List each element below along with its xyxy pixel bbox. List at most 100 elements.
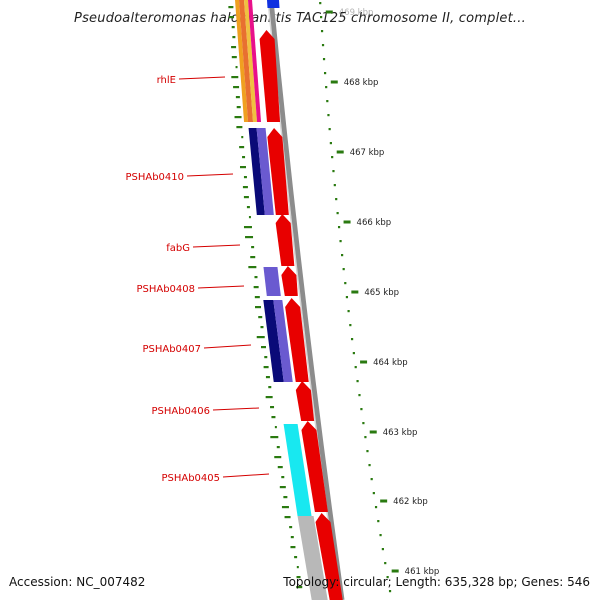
- gene-label[interactable]: PSHAb0407: [142, 344, 201, 355]
- reverse-cds-band[interactable]: [248, 128, 265, 215]
- gene-label[interactable]: PSHAb0406: [151, 406, 210, 417]
- gc-dash: [290, 536, 294, 539]
- gene-label[interactable]: PSHAb0405: [161, 473, 220, 484]
- gene-leader-line: [222, 473, 270, 478]
- gene-leader-line: [203, 344, 252, 349]
- reverse-cds-band[interactable]: [244, 0, 258, 122]
- forward-cds-arrow[interactable]: [267, 128, 289, 215]
- backbone-line: [268, 0, 345, 600]
- gc-dash: [251, 246, 255, 249]
- scale-minor-dot: [362, 422, 365, 425]
- kbp-tick-label: 463 kbp: [383, 428, 418, 438]
- scale-minor-dot: [320, 30, 324, 33]
- gene-label[interactable]: PSHAb0408: [136, 284, 195, 295]
- reverse-cds-band[interactable]: [263, 300, 284, 382]
- reverse-cds-band[interactable]: [239, 0, 254, 122]
- gc-dash: [274, 426, 277, 429]
- scale-minor-dot: [377, 520, 380, 523]
- gc-dash: [253, 286, 259, 289]
- scale-minor-dot: [372, 492, 375, 495]
- reverse-cds-band[interactable]: [273, 300, 293, 382]
- gc-dash: [231, 76, 239, 79]
- scale-minor-dot: [328, 128, 331, 131]
- forward-cds-arrow[interactable]: [315, 513, 343, 600]
- gc-dash: [290, 546, 296, 549]
- gc-dash: [236, 106, 241, 109]
- forward-cds-arrow[interactable]: [301, 421, 328, 512]
- reverse-cds-band[interactable]: [297, 516, 328, 600]
- reverse-cds-band[interactable]: [235, 0, 249, 122]
- gc-dash: [284, 516, 291, 519]
- gc-dash: [264, 356, 268, 359]
- scale-minor-dot: [368, 464, 371, 467]
- gc-dash: [289, 526, 293, 529]
- gc-dash: [250, 256, 256, 259]
- scale-minor-dot: [347, 310, 350, 313]
- gc-dash: [234, 116, 242, 119]
- gc-dash: [235, 66, 238, 69]
- scale-minor-dot: [354, 366, 357, 369]
- scale-minor-dot: [337, 226, 341, 229]
- gc-dash: [246, 206, 250, 209]
- scale-minor-dot: [319, 2, 322, 5]
- gc-dash: [276, 446, 280, 449]
- scale-minor-dot: [366, 450, 369, 453]
- gc-dash: [296, 566, 299, 569]
- gc-dash: [296, 586, 303, 589]
- reverse-cds-band[interactable]: [267, 0, 280, 8]
- gc-dash: [281, 476, 285, 479]
- gc-dash: [243, 226, 252, 229]
- gc-dash: [265, 376, 270, 379]
- cds-tracks: [235, 0, 343, 600]
- gene-leader-line: [212, 407, 260, 411]
- gc-dash: [232, 36, 236, 39]
- kbp-tick-label: 469 kbp: [339, 8, 374, 18]
- forward-cds-arrow[interactable]: [275, 214, 295, 266]
- scale-minor-dot: [325, 86, 328, 89]
- gc-dash: [231, 26, 235, 29]
- gc-dash: [270, 436, 279, 439]
- scale-minor-dot: [344, 282, 347, 285]
- scale-minor-dot: [345, 296, 349, 299]
- gc-dash: [242, 156, 246, 159]
- scale-minor-dot: [381, 548, 384, 551]
- kbp-tick-label: 467 kbp: [350, 148, 385, 158]
- forward-cds-arrow[interactable]: [281, 266, 298, 296]
- gc-dash: [235, 96, 240, 99]
- gc-dash: [243, 176, 247, 179]
- forward-cds-arrow[interactable]: [295, 381, 315, 421]
- gc-dash: [268, 386, 272, 389]
- gc-dash: [281, 506, 289, 509]
- scale-minor-dot: [339, 240, 342, 243]
- gene-leader-line: [178, 76, 226, 80]
- reverse-cds-band[interactable]: [263, 267, 281, 296]
- scale-minor-dot: [356, 380, 359, 383]
- scale-minor-dot: [370, 478, 373, 481]
- scale-minor-dot: [379, 534, 382, 537]
- forward-cds-arrow[interactable]: [259, 30, 281, 122]
- gene-label[interactable]: fabG: [166, 243, 190, 254]
- topology-summary: Topology: circular; Length: 635,328 bp; …: [283, 575, 590, 589]
- gene-label[interactable]: PSHAb0410: [125, 172, 184, 183]
- gc-dash: [243, 196, 249, 199]
- kbp-scale: 469 kbp 468 kbp 467 kbp 466 kbp 465 kbp 464 k…: [319, 2, 439, 593]
- gene-label[interactable]: rhlE: [157, 75, 176, 86]
- kbp-tick-label: 465 kbp: [364, 288, 399, 298]
- scale-minor-dot: [333, 184, 336, 187]
- gc-dash: [231, 56, 237, 59]
- gc-dash: [279, 486, 286, 489]
- gc-dash: [245, 236, 254, 239]
- scale-minor-dot: [322, 58, 326, 61]
- forward-cds-arrow[interactable]: [285, 298, 309, 382]
- reverse-cds-band[interactable]: [283, 424, 312, 516]
- reverse-cds-band[interactable]: [256, 128, 274, 215]
- gc-dash: [241, 136, 244, 139]
- scale-minor-dot: [358, 394, 361, 397]
- gc-dash: [296, 576, 301, 579]
- scale-minor-dot: [320, 16, 323, 19]
- gc-dash: [271, 416, 276, 419]
- gc-dash: [229, 16, 235, 19]
- reverse-cds-band[interactable]: [248, 0, 262, 122]
- gc-dash: [265, 396, 273, 399]
